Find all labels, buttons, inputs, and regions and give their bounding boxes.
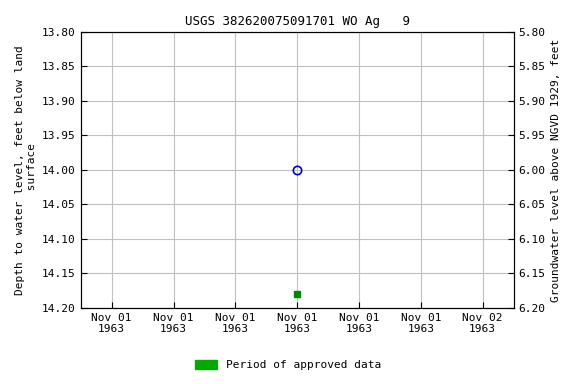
Y-axis label: Groundwater level above NGVD 1929, feet: Groundwater level above NGVD 1929, feet	[551, 38, 561, 301]
Y-axis label: Depth to water level, feet below land
 surface: Depth to water level, feet below land su…	[15, 45, 37, 295]
Legend: Period of approved data: Period of approved data	[191, 356, 385, 375]
Title: USGS 382620075091701 WO Ag   9: USGS 382620075091701 WO Ag 9	[185, 15, 410, 28]
